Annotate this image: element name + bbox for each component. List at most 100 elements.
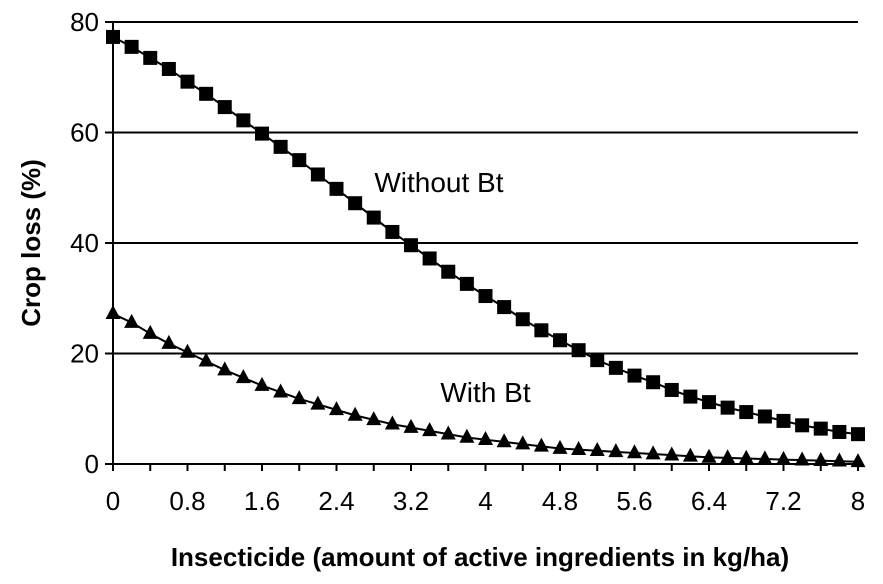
data-point-square bbox=[236, 113, 251, 128]
data-point-square bbox=[180, 74, 195, 89]
data-point-triangle bbox=[813, 452, 829, 467]
data-point-square bbox=[739, 405, 754, 420]
x-tick-label: 5.6 bbox=[616, 486, 652, 516]
data-point-triangle bbox=[366, 411, 382, 426]
y-tick-labels: 0 20 40 60 80 bbox=[70, 7, 99, 479]
data-point-square bbox=[422, 251, 437, 266]
series-with-bt bbox=[105, 305, 866, 468]
data-point-square bbox=[217, 100, 232, 115]
data-point-triangle bbox=[720, 449, 736, 464]
y-tick-label: 80 bbox=[70, 7, 99, 37]
data-point-triangle bbox=[105, 305, 121, 320]
x-tick-label: 4.8 bbox=[542, 486, 578, 516]
series-without-bt bbox=[106, 29, 865, 442]
data-point-square bbox=[851, 427, 865, 442]
x-tick-label: 3.2 bbox=[393, 486, 429, 516]
x-tick-label: 1.6 bbox=[244, 486, 280, 516]
data-point-square bbox=[292, 153, 307, 168]
data-point-square bbox=[720, 400, 735, 415]
data-point-triangle bbox=[552, 439, 568, 454]
data-series bbox=[105, 29, 866, 468]
data-point-square bbox=[832, 424, 847, 439]
data-point-square bbox=[478, 289, 493, 304]
y-tick-label: 20 bbox=[70, 339, 99, 369]
data-point-square bbox=[590, 353, 605, 368]
data-point-triangle bbox=[217, 361, 233, 376]
data-point-square bbox=[441, 264, 456, 279]
data-point-square bbox=[273, 139, 288, 154]
data-point-square bbox=[534, 323, 549, 338]
data-point-square bbox=[646, 375, 661, 390]
data-point-triangle bbox=[776, 450, 791, 465]
data-point-square bbox=[664, 382, 679, 397]
data-point-triangle bbox=[608, 443, 624, 458]
data-point-square bbox=[161, 61, 176, 76]
data-point-square bbox=[329, 181, 344, 196]
data-point-triangle bbox=[254, 376, 270, 391]
data-point-square bbox=[348, 196, 363, 211]
data-point-triangle bbox=[478, 431, 493, 446]
data-point-triangle bbox=[757, 450, 773, 465]
axes bbox=[105, 21, 859, 471]
data-point-square bbox=[608, 360, 623, 375]
data-point-triangle bbox=[347, 406, 363, 421]
data-point-square bbox=[199, 86, 214, 101]
data-point-triangle bbox=[124, 313, 140, 328]
data-point-triangle bbox=[850, 453, 866, 468]
series-annotations: Without Bt With Bt bbox=[374, 167, 530, 408]
x-tick-label: 7.2 bbox=[765, 486, 801, 516]
data-point-square bbox=[702, 395, 716, 410]
data-point-triangle bbox=[310, 395, 326, 410]
data-point-square bbox=[366, 210, 381, 225]
data-point-square bbox=[813, 421, 828, 436]
data-point-triangle bbox=[384, 415, 400, 430]
data-point-triangle bbox=[142, 324, 158, 339]
x-tick-label: 4 bbox=[478, 486, 492, 516]
data-point-triangle bbox=[440, 425, 456, 440]
data-point-square bbox=[497, 300, 512, 315]
x-tick-label: 0 bbox=[106, 486, 120, 516]
data-point-triangle bbox=[664, 446, 680, 461]
data-point-triangle bbox=[161, 334, 177, 349]
data-point-square bbox=[776, 413, 791, 428]
y-tick-label: 60 bbox=[70, 118, 99, 148]
data-point-triangle bbox=[329, 401, 344, 416]
data-point-triangle bbox=[831, 452, 847, 467]
data-point-triangle bbox=[273, 383, 289, 398]
x-tick-label: 8 bbox=[851, 486, 865, 516]
data-point-triangle bbox=[738, 449, 754, 464]
data-point-triangle bbox=[180, 343, 195, 358]
data-point-triangle bbox=[682, 447, 698, 462]
data-point-square bbox=[404, 238, 418, 253]
data-point-square bbox=[106, 29, 120, 44]
data-point-triangle bbox=[422, 422, 438, 437]
data-point-square bbox=[553, 333, 567, 348]
data-point-square bbox=[143, 50, 158, 65]
y-tick-label: 40 bbox=[70, 228, 99, 258]
series-annotation: With Bt bbox=[440, 377, 530, 408]
data-point-square bbox=[459, 276, 474, 291]
y-axis-title: Crop loss (%) bbox=[16, 159, 46, 327]
data-point-triangle bbox=[198, 352, 214, 367]
y-tick-label: 0 bbox=[85, 449, 99, 479]
data-point-triangle bbox=[589, 442, 605, 457]
data-point-square bbox=[124, 39, 139, 54]
data-point-triangle bbox=[645, 445, 661, 460]
data-point-triangle bbox=[627, 444, 642, 459]
data-point-triangle bbox=[794, 451, 810, 466]
data-point-triangle bbox=[515, 435, 531, 450]
data-point-square bbox=[515, 312, 530, 327]
grid-lines bbox=[113, 21, 858, 355]
data-point-square bbox=[255, 126, 269, 141]
data-point-triangle bbox=[496, 433, 512, 448]
x-tick-label: 0.8 bbox=[169, 486, 205, 516]
data-point-square bbox=[795, 418, 810, 433]
data-point-square bbox=[757, 409, 772, 424]
data-point-triangle bbox=[571, 440, 587, 455]
data-point-square bbox=[310, 167, 325, 182]
data-point-triangle bbox=[403, 418, 419, 433]
data-point-triangle bbox=[459, 428, 475, 443]
data-point-square bbox=[571, 343, 586, 358]
data-point-triangle bbox=[533, 437, 549, 452]
